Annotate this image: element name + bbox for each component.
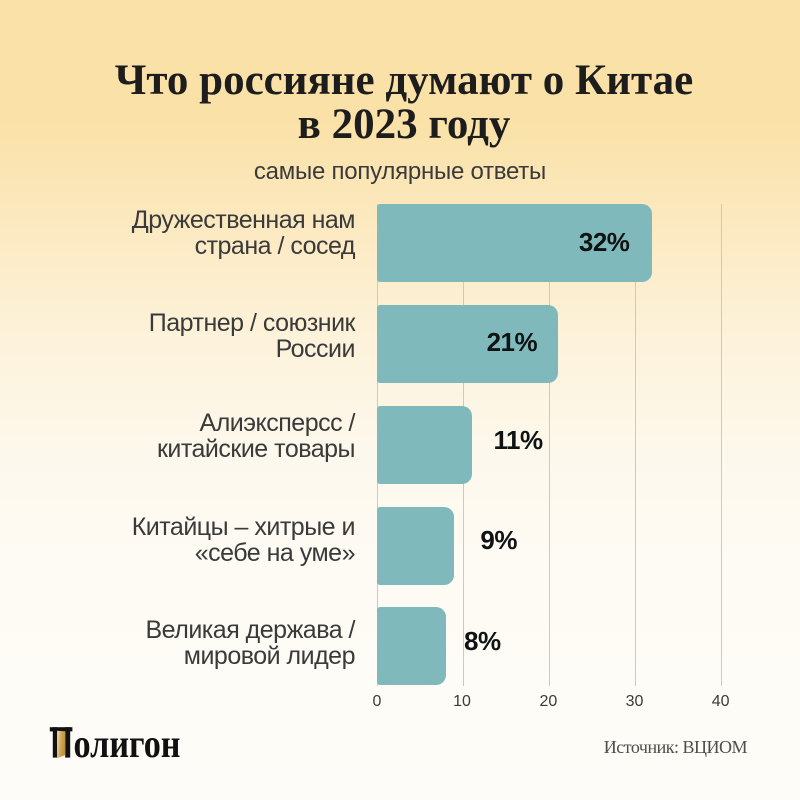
svg-text:олигон: олигон [74,722,181,762]
